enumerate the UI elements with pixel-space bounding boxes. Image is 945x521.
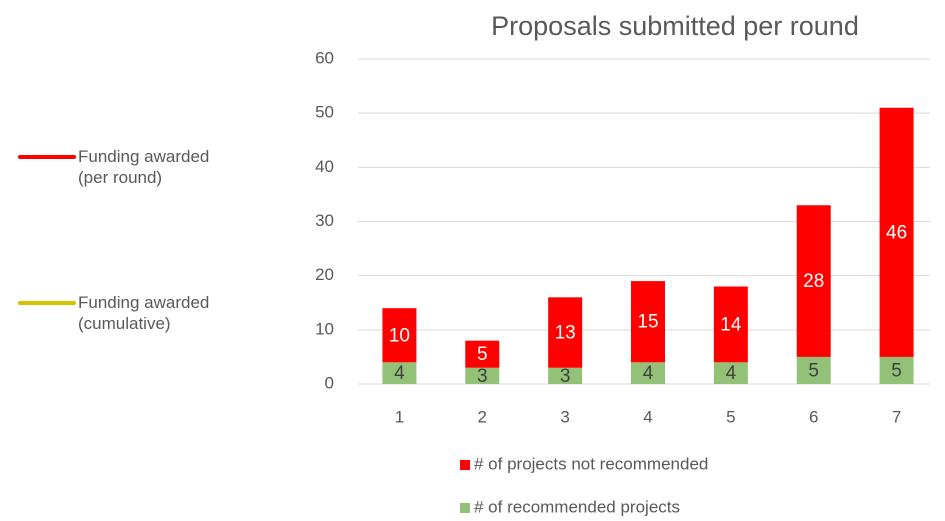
legend-swatch — [460, 460, 470, 470]
bar-segment — [465, 340, 500, 368]
data-label: 3 — [477, 366, 488, 387]
legend-label: # of projects not recommended — [474, 454, 708, 473]
data-label: 46 — [886, 222, 907, 243]
bar-segment — [879, 107, 914, 357]
bar-segment — [465, 367, 500, 384]
data-label: 10 — [389, 325, 410, 346]
y-tick-label: 30 — [315, 211, 334, 230]
legend-swatch — [460, 503, 470, 513]
bar-segment — [382, 308, 417, 363]
legend-label: Funding awarded (cumulative) — [78, 293, 210, 333]
data-label: 3 — [560, 366, 571, 387]
data-label: 28 — [803, 271, 824, 292]
y-tick-label: 10 — [315, 319, 334, 338]
y-tick-label: 0 — [325, 373, 334, 392]
bar-segment — [879, 356, 914, 384]
bar-segment — [631, 281, 665, 363]
data-label: 5 — [891, 360, 902, 381]
x-tick-label: 6 — [809, 407, 818, 426]
bar-segment — [713, 362, 748, 384]
chart-title: Proposals submitted per round — [491, 11, 859, 41]
x-tick-label: 4 — [643, 407, 652, 426]
x-tick-label: 5 — [726, 407, 735, 426]
bar-segment — [548, 367, 583, 384]
bar-segment — [796, 205, 831, 357]
bar-segment — [631, 362, 665, 384]
data-label: 14 — [720, 314, 742, 335]
data-label: 13 — [555, 323, 576, 344]
data-label: 4 — [726, 363, 737, 384]
data-label: 5 — [477, 344, 488, 365]
y-tick-label: 20 — [315, 265, 334, 284]
x-tick-label: 2 — [478, 407, 487, 426]
bar-segment — [548, 297, 583, 368]
legend-line — [18, 155, 76, 159]
data-label: 4 — [394, 363, 405, 384]
bar-segment — [796, 356, 831, 384]
y-tick-label: 50 — [315, 103, 334, 122]
bar-segment — [713, 286, 748, 363]
y-tick-label: 40 — [315, 157, 334, 176]
legend-label: # of recommended projects — [474, 497, 680, 516]
x-tick-label: 1 — [395, 407, 404, 426]
legend-label: Funding awarded (per round) — [78, 147, 210, 187]
x-tick-label: 7 — [892, 407, 901, 426]
data-label: 15 — [637, 312, 658, 333]
y-tick-label: 60 — [315, 48, 334, 67]
x-tick-label: 3 — [560, 407, 569, 426]
data-label: 5 — [808, 360, 819, 381]
bar-segment — [382, 362, 417, 384]
legend-line — [18, 301, 76, 305]
data-label: 4 — [643, 363, 654, 384]
